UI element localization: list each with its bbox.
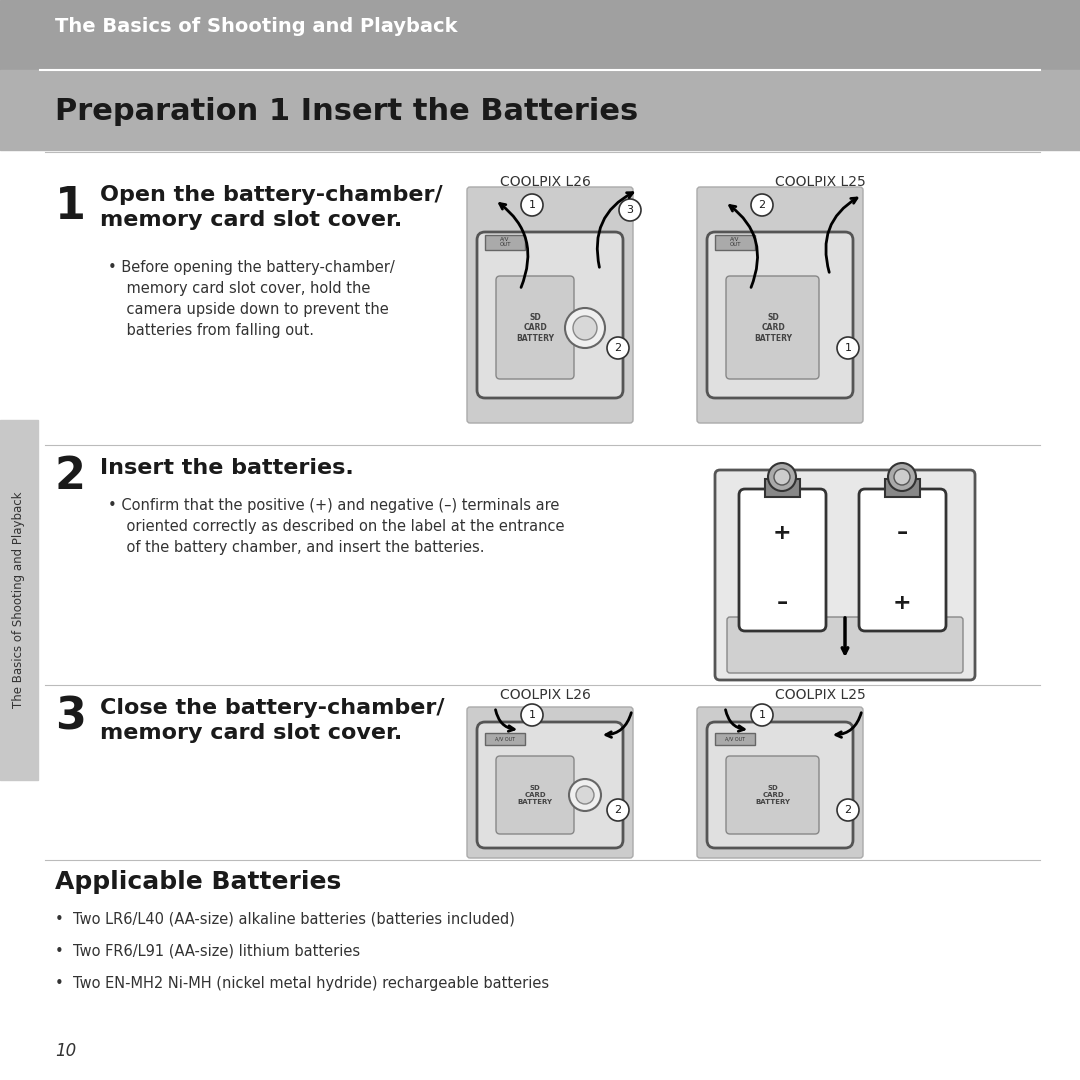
Text: 1: 1 [845,343,851,353]
Bar [0,0,1080,70]
FancyBboxPatch shape [707,723,853,848]
Text: The Basics of Shooting and Playback: The Basics of Shooting and Playback [55,17,458,37]
Text: A/V
OUT: A/V OUT [499,237,511,247]
Text: Close the battery-chamber/
memory card slot cover.: Close the battery-chamber/ memory card s… [100,698,445,743]
FancyBboxPatch shape [496,276,573,379]
Circle shape [573,316,597,340]
Circle shape [607,337,629,359]
Circle shape [894,469,910,485]
FancyBboxPatch shape [739,489,826,631]
Circle shape [607,799,629,821]
Text: Applicable Batteries: Applicable Batteries [55,870,341,894]
Text: COOLPIX L26: COOLPIX L26 [500,175,591,189]
Circle shape [521,194,543,216]
FancyBboxPatch shape [496,756,573,834]
Circle shape [768,463,796,491]
Circle shape [751,704,773,726]
Text: Preparation 1 Insert the Batteries: Preparation 1 Insert the Batteries [55,96,638,125]
FancyBboxPatch shape [467,187,633,423]
FancyBboxPatch shape [467,707,633,858]
Text: •  Two FR6/L91 (AA-size) lithium batteries: • Two FR6/L91 (AA-size) lithium batterie… [55,944,360,959]
Text: A/V OUT: A/V OUT [725,737,745,742]
Text: 2: 2 [845,805,851,815]
Text: 1: 1 [758,710,766,720]
Circle shape [619,199,642,221]
Circle shape [837,799,859,821]
Circle shape [888,463,916,491]
FancyBboxPatch shape [726,276,819,379]
Bar [0,420,38,780]
Circle shape [751,194,773,216]
Bar [0,70,1080,150]
FancyBboxPatch shape [697,707,863,858]
Bar [485,733,525,745]
Text: Insert the batteries.: Insert the batteries. [100,458,354,478]
FancyBboxPatch shape [859,489,946,631]
Text: –: – [777,593,787,613]
Text: 1: 1 [528,710,536,720]
Circle shape [521,704,543,726]
Text: A/V
OUT: A/V OUT [729,237,741,247]
Bar [765,480,800,497]
FancyBboxPatch shape [477,723,623,848]
Text: 1: 1 [55,185,86,228]
Circle shape [837,337,859,359]
Bar [485,235,525,249]
Text: A/V OUT: A/V OUT [495,737,515,742]
Circle shape [569,779,600,811]
Text: SD
CARD
BATTERY: SD CARD BATTERY [754,313,792,343]
Text: Open the battery-chamber/
memory card slot cover.: Open the battery-chamber/ memory card sl… [100,185,443,230]
Text: 3: 3 [55,696,86,738]
Text: SD
CARD
BATTERY: SD CARD BATTERY [756,785,791,805]
Text: 2: 2 [615,805,622,815]
Circle shape [576,786,594,804]
Text: –: – [896,523,907,543]
Bar [715,235,755,249]
FancyBboxPatch shape [715,470,975,680]
Text: +: + [893,593,912,613]
FancyBboxPatch shape [727,617,963,673]
Bar [885,480,920,497]
Text: 2: 2 [55,455,86,498]
FancyBboxPatch shape [707,232,853,399]
Bar [715,733,755,745]
Text: +: + [772,523,792,543]
Text: COOLPIX L25: COOLPIX L25 [774,175,865,189]
Text: •  Two LR6/L40 (AA-size) alkaline batteries (batteries included): • Two LR6/L40 (AA-size) alkaline batteri… [55,912,515,927]
Text: • Confirm that the positive (+) and negative (–) terminals are
    oriented corr: • Confirm that the positive (+) and nega… [108,498,565,555]
FancyBboxPatch shape [726,756,819,834]
FancyBboxPatch shape [477,232,623,399]
Text: SD
CARD
BATTERY: SD CARD BATTERY [517,785,553,805]
Text: COOLPIX L25: COOLPIX L25 [774,688,865,702]
Text: COOLPIX L26: COOLPIX L26 [500,688,591,702]
Text: 10: 10 [55,1042,77,1059]
Text: 3: 3 [626,205,634,215]
Circle shape [774,469,789,485]
Circle shape [565,308,605,348]
Text: •  Two EN-MH2 Ni-MH (nickel metal hydride) rechargeable batteries: • Two EN-MH2 Ni-MH (nickel metal hydride… [55,976,549,991]
Text: The Basics of Shooting and Playback: The Basics of Shooting and Playback [13,491,26,708]
Text: SD
CARD
BATTERY: SD CARD BATTERY [516,313,554,343]
FancyBboxPatch shape [697,187,863,423]
Text: 2: 2 [615,343,622,353]
Text: 2: 2 [758,200,766,210]
Text: 1: 1 [528,200,536,210]
Text: • Before opening the battery-chamber/
    memory card slot cover, hold the
    c: • Before opening the battery-chamber/ me… [108,260,395,338]
